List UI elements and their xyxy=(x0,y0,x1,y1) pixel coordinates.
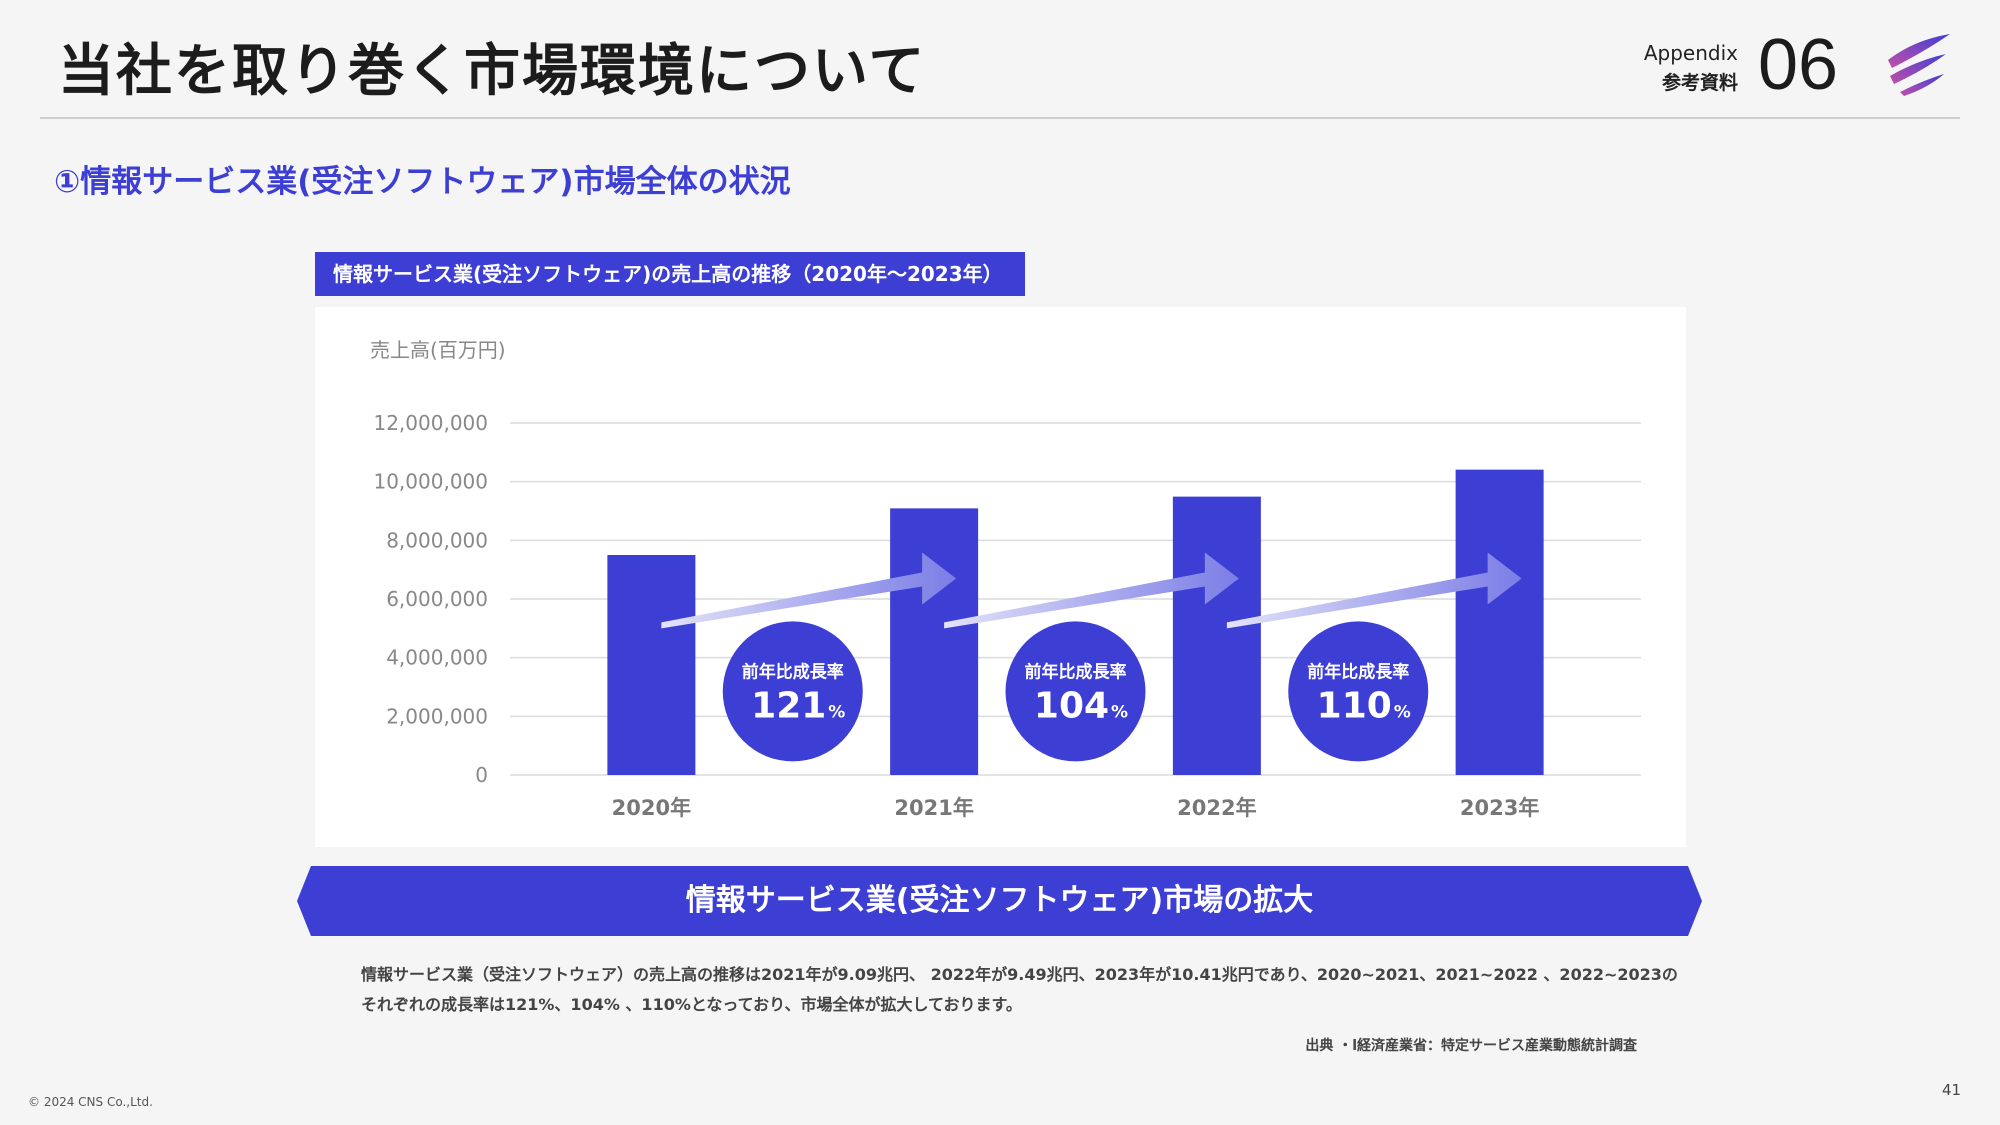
growth-arrow xyxy=(661,552,957,629)
source-citation: 出典 ・l経済産業省：特定サービス産業動態統計調査 xyxy=(1305,1038,1637,1054)
description-line: 情報サービス業（受注ソフトウェア）の売上高の推移は2021年が9.09兆円、 2… xyxy=(361,965,1678,984)
y-tick-label: 0 xyxy=(475,763,488,787)
section-subtitle: ①情報サービス業(受注ソフトウェア)市場全体の状況 xyxy=(54,164,791,200)
bar xyxy=(607,555,696,775)
x-tick-label: 2023年 xyxy=(1460,796,1539,820)
brand-logo-icon xyxy=(1888,34,1950,96)
y-tick-label: 6,000,000 xyxy=(386,587,488,611)
growth-unit: % xyxy=(1394,702,1411,722)
bar xyxy=(1172,496,1261,775)
appendix-text: Appendix xyxy=(1643,41,1738,65)
x-tick-label: 2022年 xyxy=(1177,796,1256,820)
slide-number: 41 xyxy=(1942,1081,1962,1099)
description: 情報サービス業（受注ソフトウェア）の売上高の推移は2021年が9.09兆円、 2… xyxy=(361,960,1701,1020)
header-divider xyxy=(40,117,1960,119)
chart-title-label: 情報サービス業(受注ソフトウェア)の売上高の推移（2020年〜2023年） xyxy=(315,252,1025,296)
bar xyxy=(1455,469,1544,775)
growth-label: 前年比成長率 xyxy=(1025,661,1127,682)
banner-shape xyxy=(297,866,1702,936)
growth-label: 前年比成長率 xyxy=(742,661,844,682)
appendix-subtext: 参考資料 xyxy=(1661,72,1738,94)
x-tick-label: 2021年 xyxy=(894,796,973,820)
page-title: 当社を取り巻く市場環境について xyxy=(58,39,927,104)
y-tick-label: 12,000,000 xyxy=(373,411,488,435)
growth-arrow xyxy=(1226,552,1522,629)
y-tick-label: 4,000,000 xyxy=(386,646,488,670)
y-axis-label: 売上高(百万円) xyxy=(370,338,506,362)
bar-chart: 売上高(百万円) 0 2,000,000 4,000,000 6,000,000 8,0… xyxy=(370,338,1641,820)
y-tick-label: 2,000,000 xyxy=(386,704,488,728)
chart-panel: 売上高(百万円) 0 2,000,000 4,000,000 6,000,000 8,0… xyxy=(315,307,1686,847)
growth-value: 110 xyxy=(1317,685,1392,726)
y-tick-label: 10,000,000 xyxy=(373,470,488,494)
growth-value: 104 xyxy=(1034,685,1109,726)
growth-unit: % xyxy=(1111,702,1128,722)
bar xyxy=(890,508,979,775)
growth-label: 前年比成長率 xyxy=(1307,661,1409,682)
appendix-label: Appendix 参考資料 xyxy=(1620,38,1738,98)
description-line: それぞれの成長率は121%、104% 、110%となっており、市場全体が拡大して… xyxy=(361,995,1022,1014)
growth-badge xyxy=(1288,621,1429,762)
y-tick-label: 8,000,000 xyxy=(386,528,488,552)
x-tick-label: 2020年 xyxy=(612,796,691,820)
growth-badge xyxy=(722,621,863,762)
section-number: 06 xyxy=(1758,25,1839,105)
growth-value: 121 xyxy=(751,685,826,726)
growth-badge xyxy=(1005,621,1146,762)
copyright: © 2024 CNS Co.,Ltd. xyxy=(28,1095,153,1109)
growth-arrow xyxy=(944,552,1239,629)
banner-text: 情報サービス業(受注ソフトウェア)市場の拡大 xyxy=(685,883,1314,918)
growth-unit: % xyxy=(828,702,845,722)
